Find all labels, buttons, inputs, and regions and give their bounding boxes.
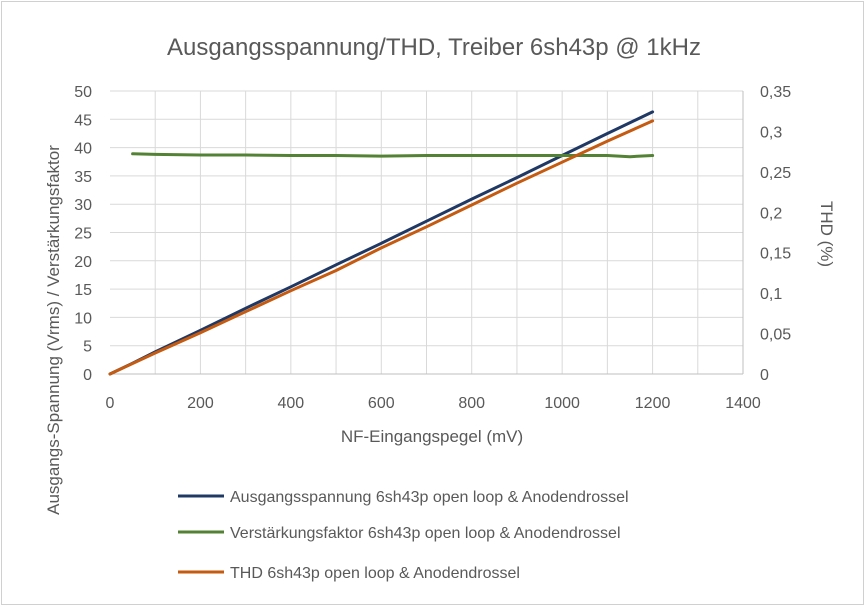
x-tick-label: 1000 [544,395,580,412]
legend: Ausgangsspannung 6sh43p open loop & Anod… [178,489,629,582]
tick-labels: 0 200 400 600 800 1000 1200 1400051015202530354… [74,84,791,412]
y2-axis-label: THD (%) [817,201,836,267]
y2-tick-label: 0 [760,367,769,384]
series-lines [108,110,655,376]
y2-tick-label: 0,3 [760,124,782,141]
y-tick-label: 5 [83,339,92,356]
x-tick-label: 600 [368,395,395,412]
x-axis-label: NF-Eingangspegel (mV) [341,427,523,446]
y-tick-label: 0 [83,367,92,384]
y-tick-label: 25 [74,226,92,243]
y2-tick-label: 0,05 [760,327,791,344]
y-axis-label: Ausgangs-Spannung (Vrms) / Verstärkungsf… [44,145,63,515]
legend-label: THD 6sh43p open loop & Anodendrossel [230,565,520,582]
y-tick-label: 10 [74,310,92,327]
series-line-2 [131,152,655,159]
y2-tick-label: 0,35 [760,84,791,101]
legend-label: Ausgangsspannung 6sh43p open loop & Anod… [230,489,629,506]
y-tick-label: 45 [74,112,92,129]
x-tick-label: 1400 [725,395,761,412]
y-tick-label: 30 [74,197,92,214]
legend-label: Verstärkungsfaktor 6sh43p open loop & An… [230,525,621,542]
y2-tick-label: 0,15 [760,246,791,263]
series-line-3 [108,119,655,376]
y-tick-label: 15 [74,282,92,299]
y-tick-label: 50 [74,84,92,101]
y-tick-label: 40 [74,141,92,158]
x-tick-label: 200 [187,395,214,412]
y-tick-label: 35 [74,169,92,186]
y2-tick-label: 0,25 [760,165,791,182]
chart-title: Ausgangsspannung/THD, Treiber 6sh43p @ 1… [167,34,701,61]
axes [110,91,744,375]
y2-tick-label: 0,2 [760,205,782,222]
x-tick-label: 0 [106,395,115,412]
y2-tick-label: 0,1 [760,286,782,303]
x-tick-label: 800 [458,395,485,412]
x-tick-label: 400 [278,395,305,412]
x-tick-label: 1200 [635,395,671,412]
y-tick-label: 20 [74,254,92,271]
